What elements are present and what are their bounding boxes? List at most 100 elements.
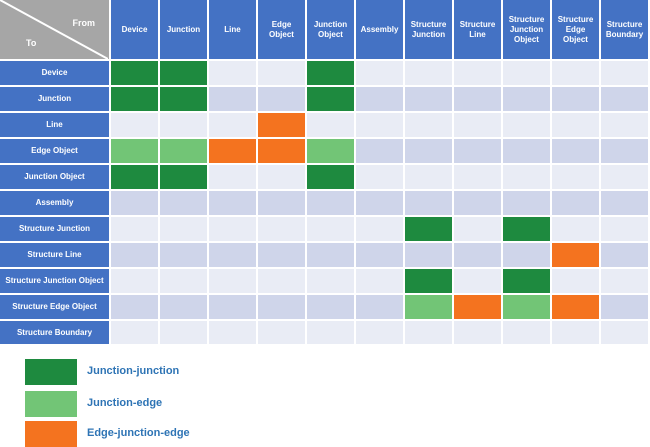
- matrix-cell-empty: [307, 243, 354, 267]
- column-header-structure-boundary: Structure Boundary: [601, 0, 648, 59]
- matrix-cell-empty: [356, 217, 403, 241]
- matrix-cell-empty: [503, 321, 550, 344]
- matrix-cell-empty: [552, 217, 599, 241]
- matrix-cell-empty: [405, 321, 452, 344]
- matrix-cell-empty: [454, 217, 501, 241]
- matrix-cell-empty: [160, 217, 207, 241]
- column-header-structure-edge-object: Structure Edge Object: [552, 0, 599, 59]
- column-header-line: Line: [209, 0, 256, 59]
- matrix-cell-eje: [258, 139, 305, 163]
- matrix-cell-empty: [209, 61, 256, 85]
- matrix-cell-jj: [307, 165, 354, 189]
- matrix-cell-eje: [454, 295, 501, 319]
- matrix-cell-empty: [307, 113, 354, 137]
- matrix-cell-empty: [209, 269, 256, 293]
- matrix-cell-empty: [111, 217, 158, 241]
- matrix-cell-empty: [601, 165, 648, 189]
- row-header-structure-line: Structure Line: [0, 243, 109, 267]
- matrix-cell-empty: [356, 139, 403, 163]
- matrix-cell-empty: [160, 113, 207, 137]
- matrix-cell-empty: [454, 165, 501, 189]
- row-header-structure-edge-object: Structure Edge Object: [0, 295, 109, 319]
- matrix-cell-empty: [258, 321, 305, 344]
- matrix-cell-empty: [356, 295, 403, 319]
- matrix-cell-empty: [356, 165, 403, 189]
- matrix-cell-jj: [160, 87, 207, 111]
- matrix-cell-empty: [601, 139, 648, 163]
- legend-swatch: [25, 359, 77, 385]
- column-header-structure-junction-object: Structure Junction Object: [503, 0, 550, 59]
- matrix-cell-empty: [552, 87, 599, 111]
- row-header-device: Device: [0, 61, 109, 85]
- row-header-edge-object: Edge Object: [0, 139, 109, 163]
- matrix-cell-empty: [356, 113, 403, 137]
- matrix-cell-empty: [503, 191, 550, 215]
- matrix-cell-empty: [160, 321, 207, 344]
- matrix-cell-empty: [209, 217, 256, 241]
- matrix-cell-je: [307, 139, 354, 163]
- matrix-cell-empty: [111, 295, 158, 319]
- matrix-cell-empty: [405, 61, 452, 85]
- matrix-cell-empty: [601, 191, 648, 215]
- matrix-cell-empty: [111, 321, 158, 344]
- matrix-cell-empty: [160, 269, 207, 293]
- matrix-cell-empty: [209, 191, 256, 215]
- legend-label: Edge-junction-edge: [87, 427, 190, 439]
- column-header-device: Device: [111, 0, 158, 59]
- legend-swatch: [25, 421, 77, 447]
- matrix-cell-jj: [503, 217, 550, 241]
- corner-diagonal-line: [0, 0, 108, 59]
- connectivity-matrix: From To Device Junction Line Edge Object Jun…: [0, 0, 648, 344]
- matrix-cell-empty: [111, 269, 158, 293]
- matrix-cell-empty: [111, 113, 158, 137]
- matrix-cell-empty: [552, 269, 599, 293]
- matrix-cell-empty: [405, 165, 452, 189]
- matrix-cell-empty: [209, 243, 256, 267]
- matrix-cell-empty: [356, 269, 403, 293]
- matrix-cell-empty: [356, 191, 403, 215]
- legend-label: Junction-junction: [87, 365, 180, 377]
- matrix-cell-empty: [552, 139, 599, 163]
- matrix-cell-empty: [307, 269, 354, 293]
- matrix-cell-empty: [454, 113, 501, 137]
- matrix-cell-empty: [503, 61, 550, 85]
- column-header-assembly: Assembly: [356, 0, 403, 59]
- matrix-cell-empty: [503, 113, 550, 137]
- matrix-cell-empty: [503, 87, 550, 111]
- matrix-cell-empty: [552, 191, 599, 215]
- matrix-cell-empty: [160, 295, 207, 319]
- matrix-cell-empty: [405, 139, 452, 163]
- matrix-cell-empty: [356, 321, 403, 344]
- matrix-cell-empty: [258, 165, 305, 189]
- matrix-cell-empty: [160, 191, 207, 215]
- matrix-cell-eje: [209, 139, 256, 163]
- matrix-cell-empty: [405, 243, 452, 267]
- matrix-cell-eje: [552, 243, 599, 267]
- matrix-cell-empty: [258, 243, 305, 267]
- matrix-cell-empty: [405, 113, 452, 137]
- matrix-cell-jj: [160, 165, 207, 189]
- row-header-junction: Junction: [0, 87, 109, 111]
- corner-from-label: From: [72, 18, 96, 28]
- matrix-cell-empty: [307, 321, 354, 344]
- matrix-cell-jj: [307, 61, 354, 85]
- column-header-junction-object: Junction Object: [307, 0, 354, 59]
- matrix-cell-jj: [405, 217, 452, 241]
- matrix-cell-empty: [209, 295, 256, 319]
- matrix-cell-eje: [552, 295, 599, 319]
- row-header-structure-junction: Structure Junction: [0, 217, 109, 241]
- matrix-cell-jj: [111, 165, 158, 189]
- column-header-structure-line: Structure Line: [454, 0, 501, 59]
- matrix-cell-empty: [405, 191, 452, 215]
- matrix-cell-empty: [209, 87, 256, 111]
- matrix-cell-empty: [552, 113, 599, 137]
- row-header-structure-junction-object: Structure Junction Object: [0, 269, 109, 293]
- matrix-cell-empty: [258, 217, 305, 241]
- matrix-cell-empty: [454, 139, 501, 163]
- matrix-cell-empty: [356, 243, 403, 267]
- matrix-cell-empty: [454, 87, 501, 111]
- matrix-cell-empty: [601, 87, 648, 111]
- legend: Junction-junction Junction-edge Edge-junct…: [0, 346, 650, 447]
- matrix-cell-empty: [552, 61, 599, 85]
- matrix-cell-jj: [503, 269, 550, 293]
